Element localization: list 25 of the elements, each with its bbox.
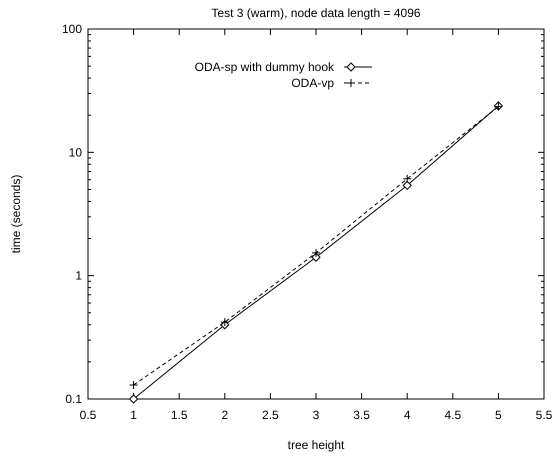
y-tick-label: 1 xyxy=(75,268,82,283)
point xyxy=(129,380,138,390)
x-tick-label: 0.5 xyxy=(80,408,97,422)
legend-label: ODA-vp xyxy=(291,76,334,90)
x-tick-label: 5.5 xyxy=(536,408,553,422)
x-tick-label: 1 xyxy=(130,408,138,422)
point xyxy=(402,180,412,190)
x-tick-label: 2.5 xyxy=(262,408,280,422)
point xyxy=(220,318,230,327)
x-tick-label: 5 xyxy=(495,408,502,422)
legend-label: ODA-sp with dummy hook xyxy=(194,60,335,74)
point xyxy=(312,248,320,258)
y-tick-label: 10 xyxy=(68,145,82,160)
x-axis-title: tree height xyxy=(288,438,346,452)
y-tick-label: 100 xyxy=(62,22,82,36)
point xyxy=(402,174,412,184)
x-tick-label: 2 xyxy=(221,408,228,422)
x-tick-label: 3.5 xyxy=(353,408,370,422)
y-tick-label: 0.1 xyxy=(65,392,82,406)
x-tick-label: 1.5 xyxy=(170,408,188,422)
x-tick-label: 4.5 xyxy=(444,408,462,422)
chart-title: Test 3 (warm), node data length = 4096 xyxy=(211,6,421,20)
x-tick-label: 3 xyxy=(312,408,320,422)
x-tick-label: 4 xyxy=(404,408,411,422)
y-axis-title: time (seconds) xyxy=(9,174,23,254)
